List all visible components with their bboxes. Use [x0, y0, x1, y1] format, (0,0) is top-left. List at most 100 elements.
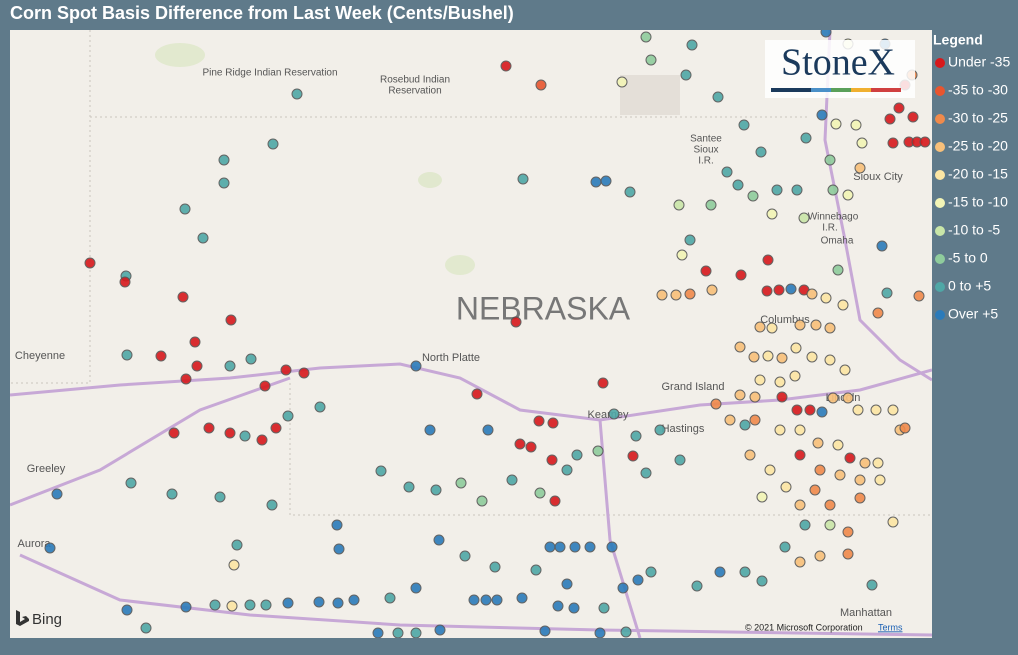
map-marker — [776, 391, 788, 403]
place-label: NEBRASKA — [456, 290, 631, 326]
map-marker — [228, 559, 240, 571]
map-marker — [392, 627, 404, 638]
map-marker — [455, 477, 467, 489]
map-marker — [525, 441, 537, 453]
map-marker — [842, 392, 854, 404]
map-marker — [121, 349, 133, 361]
map-marker — [51, 488, 63, 500]
map-marker — [780, 481, 792, 493]
map-marker — [827, 392, 839, 404]
map-marker — [739, 566, 751, 578]
map-marker — [535, 79, 547, 91]
map-marker — [606, 541, 618, 553]
map-marker — [881, 287, 893, 299]
map-marker — [624, 186, 636, 198]
map-marker — [739, 419, 751, 431]
borders — [10, 30, 932, 516]
place-label: Greeley — [27, 463, 66, 475]
map-marker — [214, 491, 226, 503]
place-label: I.R. — [698, 156, 714, 167]
title: Corn Spot Basis Difference from Last Wee… — [10, 3, 514, 23]
map-marker — [899, 422, 911, 434]
map-marker — [239, 430, 251, 442]
map-marker — [820, 30, 832, 38]
map-marker — [834, 469, 846, 481]
map-marker — [534, 487, 546, 499]
legend-swatch — [935, 142, 945, 152]
map-marker — [744, 449, 756, 461]
map-marker — [812, 437, 824, 449]
place-label: Omaha — [821, 236, 854, 247]
map-marker — [844, 452, 856, 464]
place-label: Hastings — [662, 423, 705, 435]
map-marker — [506, 474, 518, 486]
terms-link[interactable]: Terms — [878, 622, 903, 632]
map-marker — [468, 594, 480, 606]
map-marker — [630, 430, 642, 442]
map-marker — [645, 54, 657, 66]
map-marker — [884, 113, 896, 125]
map-marker — [180, 601, 192, 613]
place-label: Santee — [690, 134, 722, 145]
map-marker — [584, 541, 596, 553]
map-marker — [433, 534, 445, 546]
map-marker — [856, 137, 868, 149]
map-marker — [280, 364, 292, 376]
map-marker — [806, 351, 818, 363]
map-marker — [854, 474, 866, 486]
map-marker — [859, 457, 871, 469]
map-marker — [180, 373, 192, 385]
map-marker — [568, 602, 580, 614]
logo-text: StoneX — [781, 42, 895, 84]
legend-label: Over +5 — [948, 306, 998, 322]
map-marker — [552, 600, 564, 612]
map-marker — [410, 582, 422, 594]
map-marker — [872, 457, 884, 469]
map-marker — [348, 594, 360, 606]
place-label: Rosebud Indian — [380, 75, 450, 86]
map-marker — [177, 291, 189, 303]
bing-icon — [16, 610, 29, 626]
map-marker — [571, 449, 583, 461]
map-marker — [785, 283, 797, 295]
map-marker — [830, 118, 842, 130]
map-marker — [476, 495, 488, 507]
map-marker — [764, 464, 776, 476]
map-layer: Pine Ridge Indian Reservation Rosebud Ind… — [10, 30, 932, 638]
map-marker — [673, 199, 685, 211]
legend-label: Under -35 — [948, 54, 1010, 70]
markers — [44, 30, 931, 638]
map-marker — [684, 234, 696, 246]
map-marker — [298, 367, 310, 379]
map-marker — [260, 599, 272, 611]
place-label: I.R. — [822, 223, 838, 234]
map-marker — [804, 404, 816, 416]
map-marker — [749, 414, 761, 426]
map-marker — [256, 434, 268, 446]
legend-label: -20 to -15 — [948, 166, 1008, 182]
map-marker — [608, 408, 620, 420]
map-marker — [876, 240, 888, 252]
map-marker — [762, 350, 774, 362]
map-marker — [410, 627, 422, 638]
map-marker — [824, 519, 836, 531]
map-marker — [771, 184, 783, 196]
map-marker — [514, 438, 526, 450]
map-marker — [791, 404, 803, 416]
map-marker — [197, 232, 209, 244]
map-marker — [372, 627, 384, 638]
legend-swatch — [935, 226, 945, 236]
map-marker — [226, 600, 238, 612]
map-marker — [839, 364, 851, 376]
map-marker — [645, 566, 657, 578]
map-marker — [816, 406, 828, 418]
map-marker — [224, 360, 236, 372]
map-marker — [482, 424, 494, 436]
map-marker — [189, 336, 201, 348]
map-marker — [670, 289, 682, 301]
place-label: Aurora — [17, 538, 51, 550]
map-marker — [893, 102, 905, 114]
map-marker — [680, 69, 692, 81]
map-marker — [500, 60, 512, 72]
